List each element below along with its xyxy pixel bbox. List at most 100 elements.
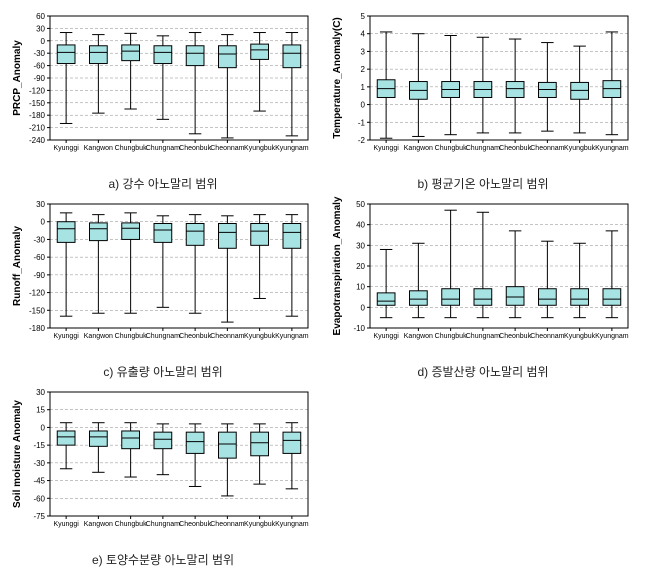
caption-d: d) 증발산량 아노말리 범위 [417,363,548,380]
chart-cell-d: -1001020304050Evapotranspiration_Anomaly… [328,196,638,380]
ytick-label: 60 [36,12,45,21]
category-label: Chungbuk [115,145,147,152]
ytick-label: 30 [36,24,45,33]
box [186,432,204,453]
boxplot-a: -240-210-180-150-120-90-60-3003060PRCP_A… [8,8,318,173]
ytick-label: -60 [33,253,45,262]
ytick-label: -30 [33,235,45,244]
category-label: Kyunggi [53,333,79,340]
ytick-label: -60 [33,62,45,71]
ytick-label: -180 [29,324,46,333]
ytick-label: -180 [29,111,46,120]
ytick-label: 30 [36,200,45,209]
box [154,223,172,242]
box [122,431,140,449]
box [283,223,301,248]
box [122,45,140,61]
boxplot-b: -2 -1 0 1 2 3 4 5 Temperature_Anomaly(C) Kyunggi K… [328,8,638,173]
y-axis-label: Soil moisture Anomaly [12,400,23,508]
box [251,432,269,456]
box [442,289,460,306]
category-label: Kyungbuk [564,333,596,340]
category-label: Cheonbuk [179,333,211,340]
category-label: Chungbuk [115,521,147,528]
category-label: Cheonnam [530,145,564,152]
category-label: Cheonbuk [179,145,211,152]
box [410,291,428,305]
box [377,293,395,305]
ytick-label: -1 [358,118,366,127]
chart-cell-c: -180-150-120-90-60-30030Runoff_AnomalyKy… [8,196,318,380]
category-label: Chungbuk [115,333,147,340]
box [283,432,301,453]
category-label: Cheonnam [210,521,244,528]
category-label: Kyungbuk [564,145,596,152]
category-label: Kyunggi [373,333,399,340]
y-axis-label: Runoff_Anomaly [12,226,23,306]
box [219,46,237,68]
ytick-label: 1 [361,83,366,92]
ytick-label: -150 [29,306,46,315]
chart-cell-a: -240-210-180-150-120-90-60-3003060PRCP_A… [8,8,318,192]
category-label: Kangwon [404,145,433,152]
box [186,223,204,245]
ytick-label: -240 [29,136,46,145]
ytick-label: -120 [29,86,46,95]
category-label: Kangwon [84,145,113,152]
ytick-label: -45 [33,477,45,486]
box [90,223,108,241]
category-label: Kyunggi [53,145,79,152]
ytick-label: -90 [33,271,45,280]
box [571,289,589,306]
box [539,289,557,306]
ytick-label: 40 [356,221,365,230]
ytick-label: 0 [41,423,46,432]
box [154,432,172,449]
ytick-label: 5 [361,12,366,21]
ytick-label: -30 [33,49,45,58]
box [251,44,269,59]
box [603,289,621,306]
category-label: Cheonbuk [179,521,211,528]
caption-c: c) 유출량 아노말리 범위 [103,363,222,380]
ytick-label: 50 [356,200,365,209]
box [219,432,237,458]
category-label: Kyunggi [373,145,399,152]
category-label: Chungbuk [435,145,467,152]
box [57,431,75,445]
ytick-label: 3 [361,47,366,56]
ytick-label: 0 [361,101,366,110]
ytick-label: 2 [361,65,366,74]
ytick-label: 0 [361,303,366,312]
chart-cell-b: -2 -1 0 1 2 3 4 5 Temperature_Anomaly(C) Kyunggi K… [328,8,638,192]
ytick-label: -2 [358,136,366,145]
ytick-label: 30 [36,388,45,397]
box [57,45,75,64]
box [90,46,108,64]
y-axis-label: Temperature_Anomaly(C) [332,17,343,139]
ytick-label: -10 [353,324,365,333]
ytick-label: 4 [361,30,366,39]
category-label: Chungbuk [435,333,467,340]
caption-a: a) 강수 아노말리 범위 [109,175,218,192]
category-label: Kyungnam [275,521,309,528]
box [186,46,204,66]
ytick-label: 0 [41,37,46,46]
box [122,223,140,240]
category-label: Kyunggi [53,521,79,528]
category-label: Kyungnam [275,333,309,340]
ytick-label: 20 [356,262,365,271]
category-label: Kyungbuk [244,145,276,152]
box [283,45,301,68]
box [90,431,108,446]
y-axis-label: PRCP_Anomaly [12,40,23,116]
category-label: Cheonbuk [499,145,531,152]
category-label: Cheonnam [530,333,564,340]
box [474,289,492,306]
caption-b: b) 평균기온 아노말리 범위 [417,175,548,192]
boxplot-e: -75-60-45-30-1501530Soil moisture Anomal… [8,384,318,549]
ytick-label: 10 [356,283,365,292]
ytick-label: -150 [29,99,46,108]
category-label: Kangwon [404,333,433,340]
boxplot-d: -1001020304050Evapotranspiration_Anomaly… [328,196,638,361]
